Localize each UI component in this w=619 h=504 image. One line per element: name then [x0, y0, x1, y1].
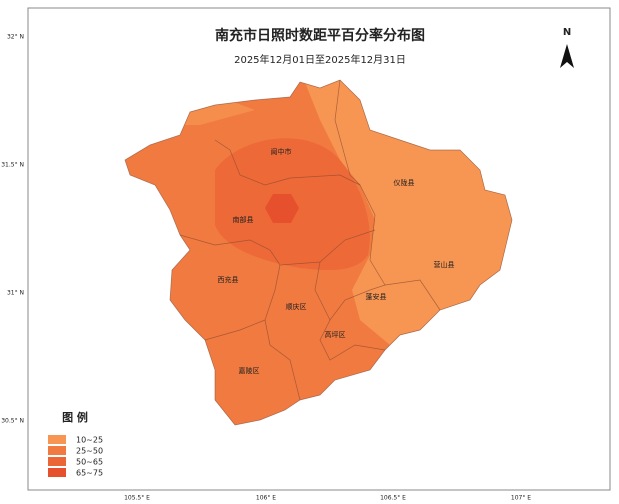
legend-label: 25~50	[76, 447, 103, 456]
region-label: 南部县	[233, 215, 254, 224]
county-border	[319, 319, 386, 361]
lat-label: 30.5° N	[1, 418, 24, 425]
lon-label: 105.5° E	[124, 495, 150, 502]
legend-swatch	[48, 435, 66, 444]
legend-swatch	[48, 446, 66, 455]
legend-swatch	[48, 457, 66, 466]
county-border	[264, 264, 301, 401]
region-label: 高坪区	[325, 330, 346, 339]
region-label: 嘉陵区	[239, 366, 260, 375]
lat-label: 31.5° N	[1, 162, 24, 169]
legend-label: 10~25	[76, 436, 103, 445]
region-label: 蓬安县	[366, 292, 387, 301]
zone-fill	[265, 194, 299, 223]
legend-title: 图 例	[62, 410, 88, 424]
lat-label: 31° N	[7, 290, 24, 297]
region-label: 西充县	[218, 275, 239, 284]
region-label: 顺庆区	[286, 302, 307, 311]
county-border	[179, 229, 376, 266]
legend-label: 50~65	[76, 458, 103, 467]
region-label: 营山县	[434, 260, 455, 269]
legend-swatch	[48, 468, 66, 477]
map-title: 南充市日照时数距平百分率分布图	[215, 27, 425, 44]
legend-label: 65~75	[76, 469, 103, 478]
region-label: 阆中市	[271, 147, 292, 156]
lon-label: 107° E	[511, 495, 531, 502]
lon-label: 106.5° E	[380, 495, 406, 502]
county-border	[204, 319, 266, 341]
north-label: N	[563, 27, 571, 38]
county-border	[214, 139, 361, 186]
lon-label: 106° E	[256, 495, 276, 502]
region-label: 仪陇县	[394, 178, 415, 187]
map-subtitle: 2025年12月01日至2025年12月31日	[234, 53, 406, 66]
county-border	[334, 79, 376, 261]
north-arrow	[560, 44, 574, 68]
county-border	[384, 279, 441, 311]
lat-label: 32° N	[7, 34, 24, 41]
legend: 10~25 25~50 50~65 65~75	[48, 435, 103, 478]
